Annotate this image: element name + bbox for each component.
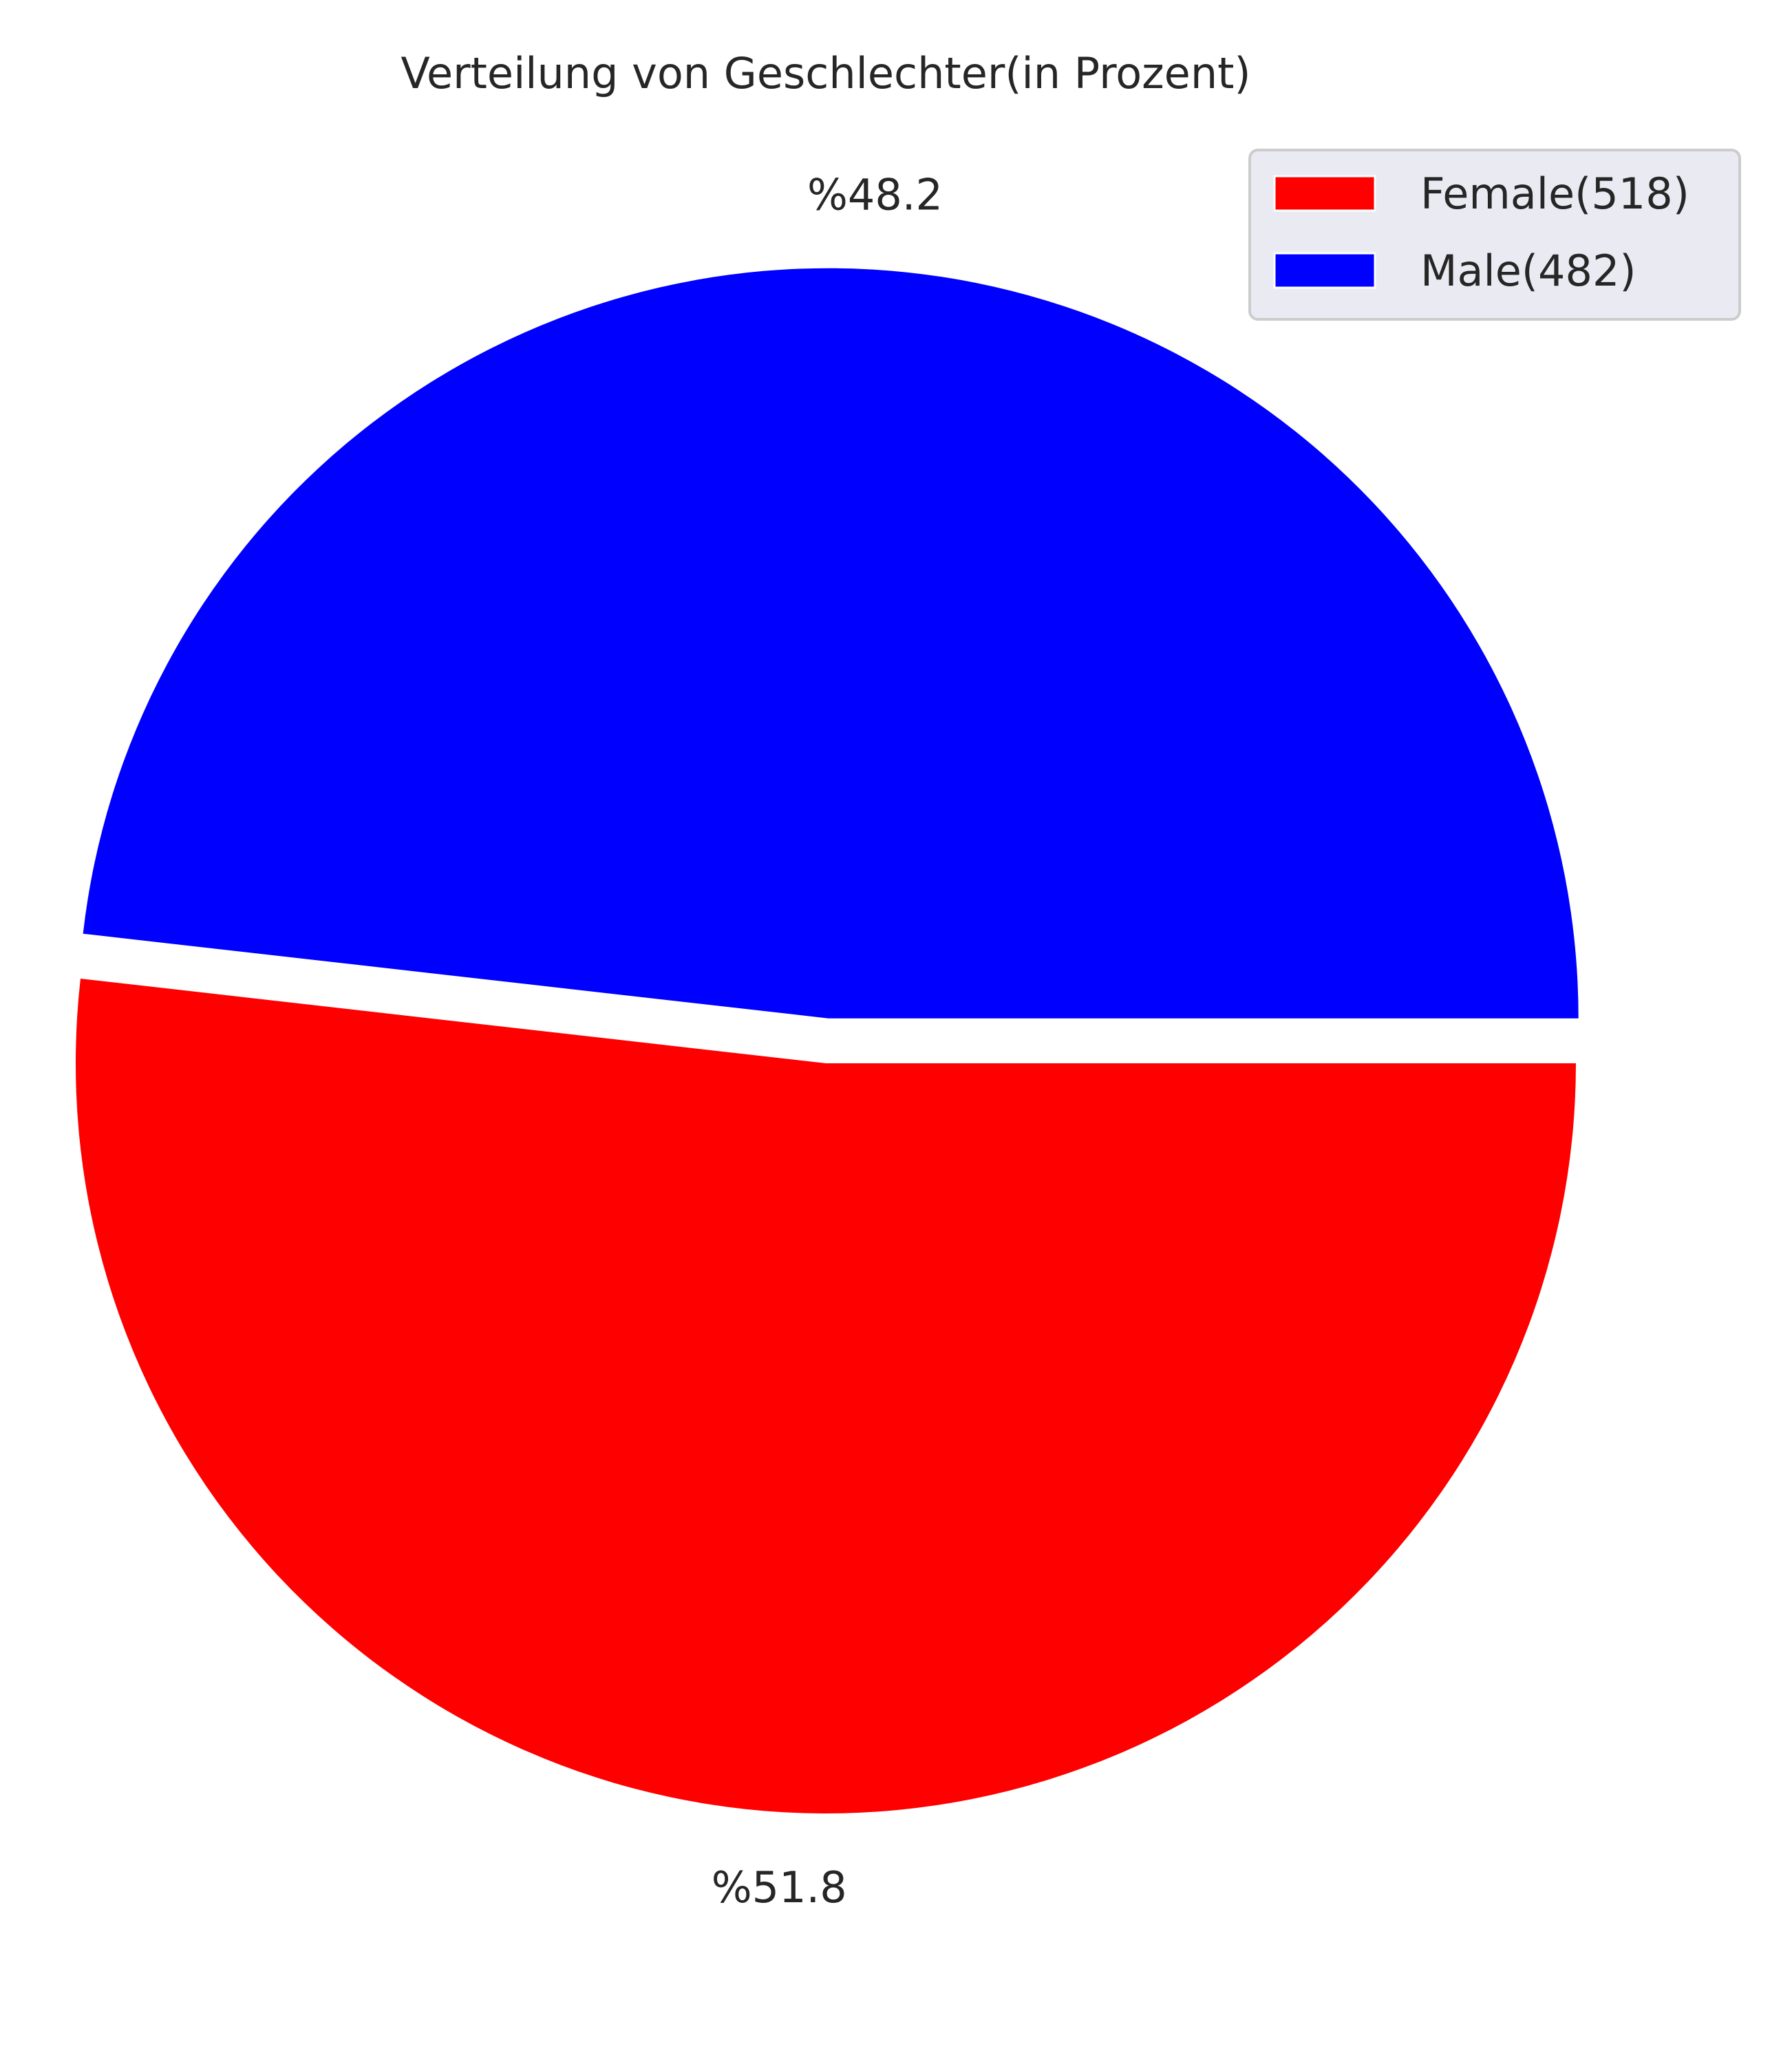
- pie-slices: [75, 268, 1579, 1814]
- pie-slice-female: [75, 978, 1576, 1814]
- slice-percent-label-female: %51.8: [712, 1862, 847, 1913]
- legend-swatch-female: [1273, 175, 1376, 212]
- chart-title: Verteilung von Geschlechter(in Prozent): [401, 48, 1250, 98]
- pie-slice-male: [83, 268, 1579, 1019]
- slice-percent-label-male: %48.2: [807, 170, 943, 220]
- legend-label-female: Female(518): [1420, 169, 1689, 219]
- legend-swatch-male: [1273, 252, 1376, 289]
- legend-label-male: Male(482): [1420, 246, 1636, 296]
- slice-labels: %51.8 %48.2: [712, 170, 943, 1913]
- legend: Female(518) Male(482): [1248, 149, 1741, 321]
